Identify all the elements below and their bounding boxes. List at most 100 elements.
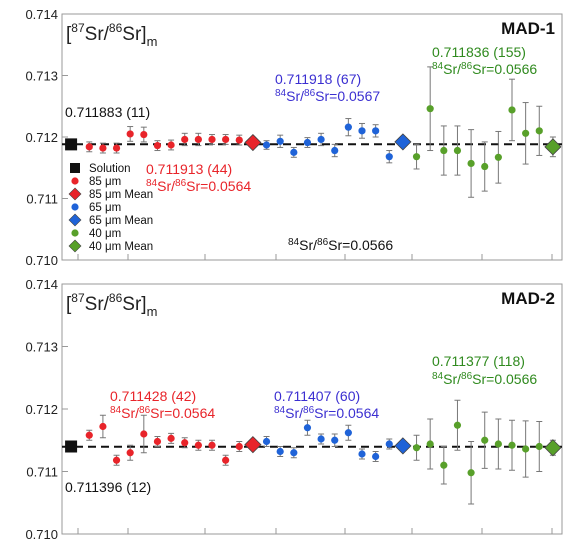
data-point xyxy=(167,434,175,442)
data-point xyxy=(126,449,134,457)
data-point xyxy=(140,430,148,438)
data-point xyxy=(99,144,107,152)
data-point xyxy=(85,143,93,151)
data-point xyxy=(208,441,216,449)
data-point xyxy=(222,456,230,464)
y-tick-label: 0.713 xyxy=(25,340,58,355)
data-point xyxy=(508,441,516,449)
data-point xyxy=(222,135,230,144)
data-point xyxy=(317,435,325,443)
data-point xyxy=(235,136,243,144)
annotation: 0.711913 (44) xyxy=(146,161,232,177)
data-point xyxy=(535,127,543,135)
annotation: 84Sr/86Sr=0.0566 xyxy=(432,61,537,77)
data-point xyxy=(467,159,475,168)
solution-point xyxy=(65,138,78,151)
y-axis-label: [87Sr/86Sr]m xyxy=(66,291,157,319)
data-point xyxy=(303,138,312,147)
data-point xyxy=(331,436,339,444)
mean-point xyxy=(544,439,562,457)
annotation: 0.711836 (155) xyxy=(432,44,526,60)
data-point xyxy=(494,153,502,161)
data-point xyxy=(167,141,175,149)
plot-frame xyxy=(61,283,563,535)
data-point xyxy=(412,444,421,452)
data-point xyxy=(262,437,271,446)
y-tick-label: 0.712 xyxy=(25,402,58,417)
legend-label: 65 μm xyxy=(89,202,121,214)
data-point xyxy=(99,422,107,431)
y-tick-label: 0.714 xyxy=(25,277,58,292)
y-tick-label: 0.710 xyxy=(25,527,58,541)
mean-point xyxy=(244,436,262,454)
data-point xyxy=(467,469,475,477)
y-tick-label: 0.711 xyxy=(26,465,58,480)
panel-mad-1: 0.710 0.711 0.712 0.713 0.714 [87Sr/86Sr]m MAD… xyxy=(25,7,563,268)
data-point xyxy=(331,146,339,155)
data-point xyxy=(522,445,530,453)
data-point xyxy=(494,440,502,448)
data-point xyxy=(303,424,312,432)
data-point xyxy=(276,137,284,145)
data-point xyxy=(235,442,243,451)
data-point xyxy=(426,105,434,113)
y-tick-label: 0.714 xyxy=(25,7,58,22)
legend-marker xyxy=(68,213,82,227)
data-point xyxy=(535,442,543,451)
data-point xyxy=(153,142,162,150)
y-tick-label: 0.713 xyxy=(25,69,58,84)
legend-marker xyxy=(68,239,82,253)
data-point xyxy=(426,440,434,448)
solution-point xyxy=(65,440,78,453)
data-point xyxy=(262,141,271,149)
legend-label: Solution xyxy=(89,163,131,175)
y-axis-label: [87Sr/86Sr]m xyxy=(66,21,157,49)
annotation: 84Sr/86Sr=0.0566 xyxy=(288,237,393,253)
annotation: 0.711377 (118) xyxy=(432,353,525,369)
panel-title: MAD-2 xyxy=(501,289,555,308)
panel-mad-2: 0.710 0.711 0.712 0.713 0.714 [87Sr/86Sr]m MAD… xyxy=(25,277,563,541)
data-point xyxy=(181,439,189,447)
data-point xyxy=(85,431,93,439)
data-point xyxy=(453,421,462,429)
annotation: 84Sr/86Sr=0.0564 xyxy=(110,405,215,421)
data-point xyxy=(194,441,202,449)
data-point xyxy=(440,146,448,155)
data-point xyxy=(317,135,325,144)
data-point xyxy=(208,135,216,144)
y-tick-label: 0.710 xyxy=(25,253,58,268)
data-point xyxy=(344,123,352,131)
y-tick-label: 0.711 xyxy=(26,192,58,207)
data-point xyxy=(440,461,448,469)
data-point xyxy=(112,144,121,152)
legend-marker xyxy=(70,163,80,173)
data-point xyxy=(522,129,530,137)
data-point xyxy=(481,162,489,171)
data-point xyxy=(276,447,284,456)
data-point xyxy=(508,106,516,114)
mean-point xyxy=(544,138,562,156)
legend-label: 40 μm Mean xyxy=(89,241,153,253)
data-point xyxy=(385,153,393,161)
legend-marker xyxy=(71,177,79,185)
data-point xyxy=(112,456,121,464)
data-point xyxy=(481,436,489,444)
data-point xyxy=(358,450,366,458)
legend-label: 65 μm Mean xyxy=(89,215,153,227)
legend-marker xyxy=(71,203,79,211)
annotation: 84Sr/86Sr=0.0567 xyxy=(275,88,380,104)
data-point xyxy=(153,437,162,446)
data-point xyxy=(412,153,421,161)
data-point xyxy=(140,130,148,139)
data-point xyxy=(385,440,393,448)
legend-marker xyxy=(71,229,79,237)
data-point xyxy=(453,146,462,155)
annotation: 0.711918 (67) xyxy=(275,71,361,87)
annotation: 0.711407 (60) xyxy=(274,388,360,404)
data-point xyxy=(358,127,366,135)
mean-point xyxy=(394,133,412,151)
annotation: 0.711428 (42) xyxy=(110,388,196,404)
data-point xyxy=(194,135,202,144)
